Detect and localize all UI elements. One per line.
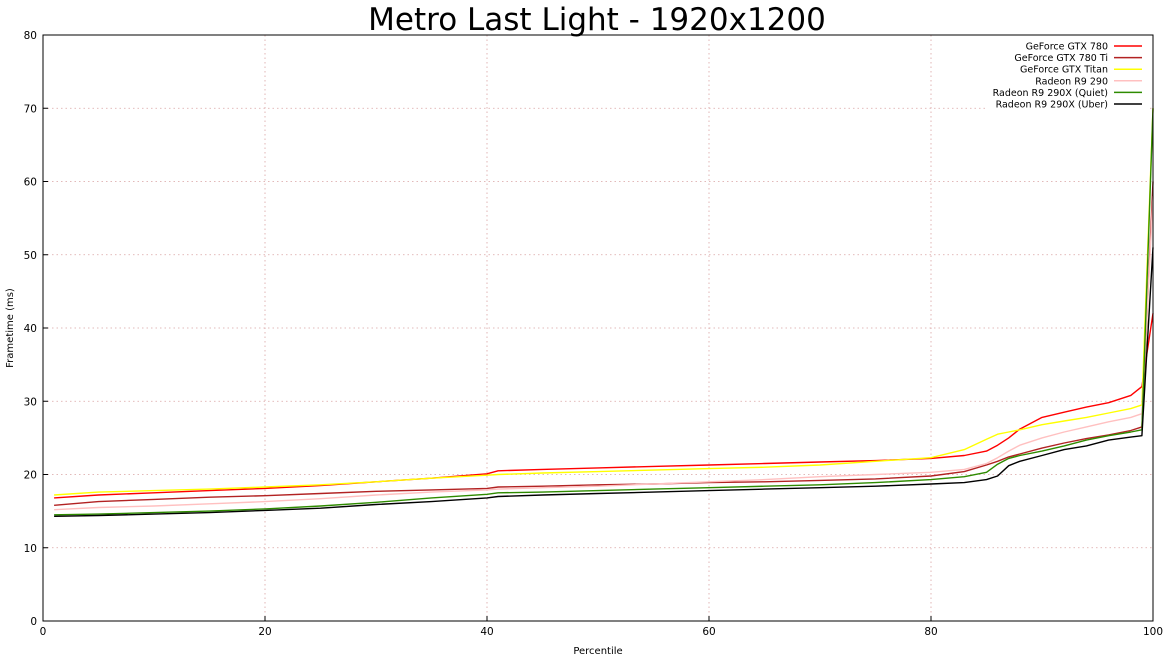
legend-entry-label: GeForce GTX Titan xyxy=(1020,65,1108,76)
legend-entry-label: Radeon R9 290X (Uber) xyxy=(996,100,1108,111)
y-axis-label: Frametime (ms) xyxy=(5,288,16,368)
series-line-5 xyxy=(54,108,1154,516)
chart-title: Metro Last Light - 1920x1200 xyxy=(368,2,826,38)
y-tick-label: 50 xyxy=(24,250,37,262)
series-line-2 xyxy=(54,181,1154,506)
y-tick-label: 70 xyxy=(24,103,37,115)
legend-entry-label: GeForce GTX 780 xyxy=(1026,42,1108,53)
y-tick-label: 10 xyxy=(24,543,37,555)
y-tick-label: 20 xyxy=(24,470,37,482)
x-tick-label: 100 xyxy=(1143,626,1163,638)
y-tick-label: 80 xyxy=(24,30,37,42)
legend-entry-label: GeForce GTX 780 Ti xyxy=(1014,53,1108,64)
series-line-1 xyxy=(54,313,1154,499)
grid-lines xyxy=(43,35,1153,621)
x-tick-label: 80 xyxy=(924,626,937,638)
x-tick-label: 20 xyxy=(258,626,271,638)
x-axis-label: Percentile xyxy=(573,646,622,657)
series-line-3 xyxy=(54,108,1154,496)
series-lines xyxy=(54,108,1154,517)
x-tick-label: 60 xyxy=(702,626,715,638)
axis-ticks: 0 10 20 30 40 50 60 70 80 0 20 40 60 80 100 xyxy=(24,30,1163,638)
legend-background xyxy=(985,38,1149,112)
legend-entry-label: Radeon R9 290X (Quiet) xyxy=(993,88,1108,99)
y-tick-label: 60 xyxy=(24,177,37,189)
x-tick-label: 0 xyxy=(40,626,47,638)
y-tick-label: 30 xyxy=(24,396,37,408)
legend-entry-label: Radeon R9 290 xyxy=(1035,76,1108,87)
x-tick-label: 40 xyxy=(480,626,493,638)
series-line-4 xyxy=(54,196,1154,511)
y-tick-label: 40 xyxy=(24,323,37,335)
series-line-6 xyxy=(54,247,1154,517)
y-tick-label: 0 xyxy=(30,616,37,628)
